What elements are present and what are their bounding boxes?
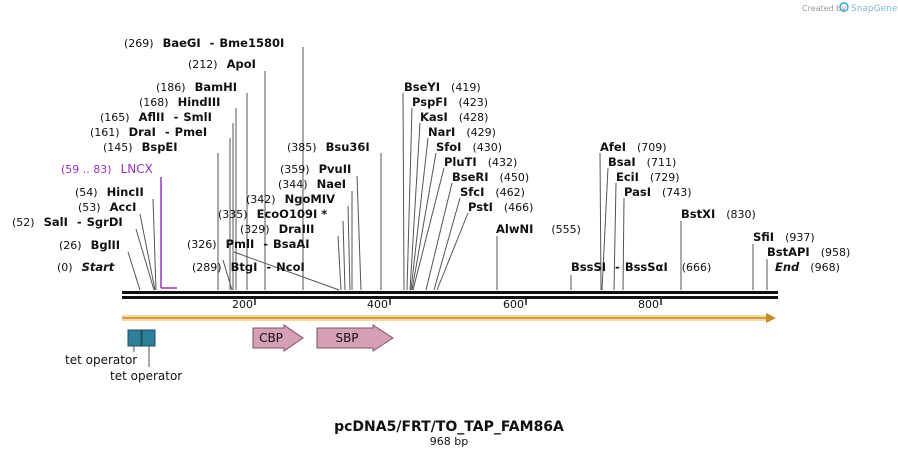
snapgene-logo-icon — [839, 2, 849, 12]
feature-label-lncx: (59 .. 83) LNCX — [61, 162, 153, 176]
ruler-tick-label: 600 — [503, 298, 524, 311]
site-label-pasi: PasI (743) — [624, 185, 692, 199]
watermark-prefix: Created by — [802, 4, 846, 13]
leader-line — [410, 137, 429, 291]
site-label-end: End (968) — [775, 260, 840, 274]
site-label-naei: (344) NaeI — [278, 177, 346, 191]
site-label-bsssi: BssSI - BssSαI (666) — [571, 260, 711, 274]
cbp-feature: CBP — [252, 324, 304, 352]
site-label-kasi: KasI (428) — [420, 110, 488, 124]
leader-line — [599, 152, 602, 291]
site-label-nari: NarI (429) — [428, 125, 496, 139]
tet-operator-box — [127, 329, 142, 347]
site-label-acci: (53) AccI — [78, 200, 136, 214]
site-label-bstxi: BstXI (830) — [681, 207, 756, 221]
leader-line — [622, 197, 625, 291]
orf-arrow — [122, 313, 776, 323]
backbone — [122, 291, 778, 299]
backbone-strand-bottom — [122, 296, 778, 299]
site-label-aflii: (165) AflII - SmlI — [100, 110, 212, 124]
site-label-afei: AfeI (709) — [600, 140, 667, 154]
lncx-feature-marker — [160, 177, 177, 289]
leader-line — [409, 122, 421, 291]
leader-line — [139, 213, 156, 291]
leader-line — [347, 205, 351, 291]
ruler: 200 400 600 800 — [232, 298, 662, 311]
leader-line — [356, 175, 362, 291]
site-label-pspfi: PspFI (423) — [412, 95, 488, 109]
leader-line — [152, 198, 157, 291]
site-label-start: (0) Start — [57, 260, 115, 274]
leader-line — [433, 197, 461, 291]
leader-line — [127, 251, 141, 291]
site-label-bsai: BsaI (711) — [608, 155, 676, 169]
site-label-pmli: (326) PmlI - BsaAI — [187, 237, 310, 251]
feature-label-cbp: CBP — [259, 331, 283, 345]
site-label-hincii: (54) HincII — [75, 185, 144, 199]
sbp-arrow — [316, 324, 394, 352]
site-label-drai: (161) DraI - PmeI — [90, 125, 207, 139]
leader-line — [402, 92, 405, 291]
leader-line — [425, 182, 453, 291]
site-label-apoi: (212) ApoI — [188, 57, 256, 71]
ruler-tick-label: 400 — [367, 298, 388, 311]
leader-line — [406, 107, 413, 291]
site-label-bspei: (145) BspEI — [103, 140, 178, 154]
feature-label-sbp: SBP — [335, 331, 358, 345]
leader-line — [342, 220, 346, 291]
tet-operator-boxes — [127, 329, 156, 367]
leader-line — [135, 228, 155, 291]
site-label-draiii: (329) DraIII — [240, 222, 314, 236]
site-label-bsu36i: (385) Bsu36I — [287, 140, 370, 154]
plasmid-length: 968 bp — [430, 435, 468, 448]
feature-label-tet-operator: tet operator — [110, 369, 182, 383]
leader-line — [411, 152, 437, 291]
site-label-pvuii: (359) PvuII — [280, 162, 351, 176]
site-label-ngomiv: (342) NgoMIV — [246, 192, 335, 206]
site-label-sfii: SfiI (937) — [753, 230, 815, 244]
site-label-hindiii: (168) HindIII — [139, 95, 220, 109]
leader-line — [337, 235, 342, 291]
watermark-brand: SnapGene — [851, 4, 898, 14]
site-label-bglii: (26) BglII — [59, 238, 120, 252]
site-label-psti: PstI (466) — [468, 200, 533, 214]
site-label-bstapi: BstAPI (958) — [767, 245, 850, 259]
site-label-bamhi: (186) BamHI — [156, 80, 237, 94]
ruler-tick-label: 800 — [638, 298, 659, 311]
site-label-ecoo109i: (335) EcoO109I * — [218, 207, 327, 221]
plasmid-title: pcDNA5/FRT/TO_TAP_FAM86A — [334, 419, 564, 435]
site-label-pluti: PluTI (432) — [444, 155, 517, 169]
site-label-sfoi: SfoI (430) — [436, 140, 502, 154]
site-label-baegi: (269) BaeGI - Bme1580I — [124, 36, 284, 50]
backbone-strand-top — [122, 291, 778, 294]
leader-line — [222, 259, 233, 291]
site-label-sali: (52) SalI - SgrDI — [12, 215, 123, 229]
site-label-btgi: (289) BtgI - NcoI — [192, 260, 305, 274]
site-label-bseri: BseRI (450) — [452, 170, 529, 184]
leader-line — [436, 212, 469, 291]
leader-line — [233, 251, 340, 291]
site-label-sfci: SfcI (462) — [460, 185, 525, 199]
cbp-arrow — [252, 324, 304, 352]
tet-operator-box — [141, 329, 156, 347]
leader-line — [601, 167, 609, 291]
leader-line — [412, 167, 445, 291]
site-leader-lines — [127, 47, 768, 291]
ruler-tick-label: 200 — [232, 298, 253, 311]
feature-label-tet-operator: tet operator — [65, 353, 137, 367]
site-label-alwni: AlwNI (555) — [496, 222, 581, 236]
leader-line — [613, 182, 617, 291]
site-label-ecii: EciI (729) — [616, 170, 680, 184]
site-label-bseyi: BseYI (419) — [404, 80, 481, 94]
sbp-feature: SBP — [316, 324, 394, 352]
